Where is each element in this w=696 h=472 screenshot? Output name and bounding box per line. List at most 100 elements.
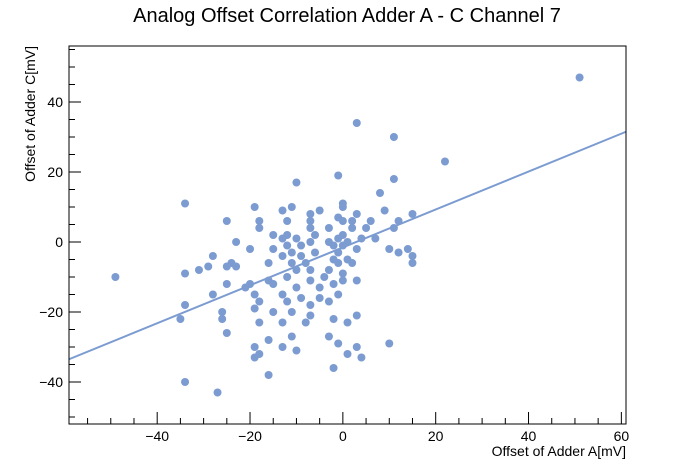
data-point xyxy=(287,248,296,257)
y-tick-label: 20 xyxy=(47,164,63,180)
axes: −40 −20 0 20 40 60 −40 −20 0 20 40 xyxy=(39,45,630,444)
data-point xyxy=(408,259,417,267)
data-point xyxy=(357,234,366,243)
data-point xyxy=(255,224,264,232)
data-point xyxy=(334,290,343,299)
data-point xyxy=(292,283,301,292)
data-point xyxy=(287,259,296,267)
data-point xyxy=(181,269,190,278)
data-point xyxy=(255,297,264,306)
data-point xyxy=(181,378,190,386)
data-point xyxy=(306,217,315,225)
y-tick-label: −20 xyxy=(39,304,63,320)
data-point xyxy=(306,311,315,320)
x-tick-label: 0 xyxy=(339,428,347,444)
data-point xyxy=(111,273,120,281)
data-point xyxy=(278,234,287,243)
data-point xyxy=(371,234,380,243)
data-point xyxy=(292,234,301,243)
data-point xyxy=(352,210,361,218)
data-point xyxy=(292,178,301,187)
data-point xyxy=(278,206,287,215)
data-point xyxy=(329,364,338,372)
data-point xyxy=(306,210,315,218)
data-point xyxy=(255,318,264,327)
data-point xyxy=(292,266,301,274)
data-point xyxy=(297,294,306,302)
data-point xyxy=(352,245,361,253)
data-point xyxy=(250,353,259,362)
data-point xyxy=(287,203,296,211)
data-point xyxy=(204,262,213,271)
data-point xyxy=(408,252,417,260)
data-point xyxy=(297,241,306,250)
data-point xyxy=(301,318,310,327)
data-point xyxy=(222,280,231,288)
data-point xyxy=(315,206,324,215)
data-point xyxy=(278,290,287,299)
data-point xyxy=(208,252,217,260)
y-tick-label: −40 xyxy=(39,374,63,390)
data-point xyxy=(338,241,347,250)
data-point xyxy=(334,248,343,257)
data-point xyxy=(264,371,273,379)
data-point xyxy=(352,119,361,127)
data-point xyxy=(324,224,333,232)
data-point xyxy=(338,276,347,285)
data-point xyxy=(343,350,352,358)
x-tick-label: −20 xyxy=(238,428,262,444)
data-point xyxy=(394,248,403,257)
data-point xyxy=(352,311,361,320)
data-point xyxy=(246,245,255,253)
data-point xyxy=(338,269,347,278)
data-point xyxy=(176,315,185,323)
data-point xyxy=(348,259,357,267)
data-point xyxy=(287,332,296,341)
data-point xyxy=(380,206,389,215)
data-point xyxy=(287,308,296,316)
data-point xyxy=(329,280,338,288)
data-point xyxy=(218,315,227,323)
data-point xyxy=(250,343,259,351)
x-tick-label: 60 xyxy=(614,428,630,444)
y-tick-label: 40 xyxy=(47,94,63,110)
data-point xyxy=(250,203,259,211)
data-point xyxy=(181,301,190,309)
data-point xyxy=(292,346,301,355)
data-point xyxy=(362,224,371,232)
chart-title: Analog Offset Correlation Adder A - C Ch… xyxy=(133,5,561,27)
data-point xyxy=(324,297,333,306)
x-tick-label: 20 xyxy=(428,428,444,444)
data-point xyxy=(306,224,315,232)
data-point xyxy=(278,252,287,260)
data-point xyxy=(250,304,259,313)
data-point xyxy=(269,231,278,239)
y-tick-label: 0 xyxy=(55,234,63,250)
data-point xyxy=(306,266,315,274)
data-point xyxy=(208,290,217,299)
data-point xyxy=(334,171,343,180)
data-point xyxy=(324,266,333,274)
data-points xyxy=(111,73,584,397)
data-point xyxy=(222,217,231,225)
data-point xyxy=(338,203,347,211)
data-point xyxy=(403,245,412,253)
data-point xyxy=(297,252,306,260)
data-point xyxy=(385,245,394,253)
data-point xyxy=(232,262,241,271)
x-tick-label: −40 xyxy=(145,428,169,444)
data-point xyxy=(283,297,292,306)
data-point xyxy=(315,294,324,302)
data-point xyxy=(389,133,398,141)
data-point xyxy=(352,343,361,351)
data-point xyxy=(343,318,352,327)
data-point xyxy=(320,273,329,281)
data-point xyxy=(357,353,366,362)
data-point xyxy=(213,388,222,397)
data-point xyxy=(375,189,384,197)
x-axis-label: Offset of Adder A[mV] xyxy=(492,443,626,459)
data-point xyxy=(194,266,203,274)
data-point xyxy=(385,339,394,348)
data-point xyxy=(366,217,375,225)
data-point xyxy=(334,234,343,243)
